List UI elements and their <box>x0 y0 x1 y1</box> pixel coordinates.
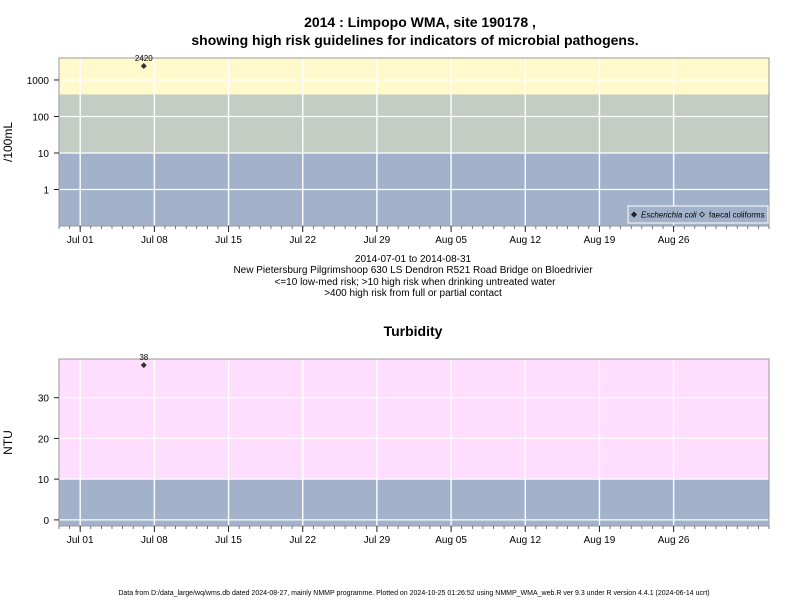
risk-band-2 <box>59 58 769 95</box>
legend-entry: Escherichia coli <box>641 211 697 220</box>
y-tick-label: 0 <box>43 516 49 527</box>
x-tick-label: Jul 29 <box>364 235 391 246</box>
microbial-panel: Jul 01 Jul 08 Jul 15 Jul 22 Jul 29 Aug 05 Aug … <box>1 54 770 246</box>
data-label: 38 <box>139 353 148 362</box>
x-tick-label: Aug 19 <box>584 235 616 246</box>
risk-band-0 <box>59 479 769 526</box>
turbidity-panel: Jul 01 Jul 08 Jul 15 Jul 22 Jul 29 Aug 05 Aug … <box>1 353 770 546</box>
x-tick-label: Aug 05 <box>435 235 467 246</box>
plot-frame <box>58 358 770 527</box>
y-tick-label: 1000 <box>27 76 50 87</box>
y-tick-label: 100 <box>32 112 49 123</box>
x-tick-label: Aug 12 <box>509 535 541 546</box>
x-tick-label: Jul 08 <box>141 235 168 246</box>
y-tick-label: 20 <box>38 434 50 445</box>
x-tick-label: Jul 22 <box>289 235 316 246</box>
x-tick-label: Jul 08 <box>141 535 168 546</box>
x-tick-label: Aug 26 <box>658 235 690 246</box>
turbidity-title: Turbidity <box>384 323 443 339</box>
risk-band-1 <box>59 94 769 153</box>
legend-marker <box>698 211 706 218</box>
x-tick-label: Aug 05 <box>435 535 467 546</box>
y-tick-label: 10 <box>38 149 50 160</box>
data-point <box>140 362 147 369</box>
chart-title-line1: 2014 : Limpopo WMA, site 190178 , <box>304 14 536 30</box>
x-tick-label: Jul 01 <box>67 535 94 546</box>
x-tick-label: Aug 12 <box>509 235 541 246</box>
x-tick-label: Jul 01 <box>67 235 94 246</box>
guideline-drinking-label: <=10 low-med risk; >10 high risk when dr… <box>275 277 557 288</box>
y-tick-label: 10 <box>38 475 50 486</box>
footer-note: Data from D:/data_large/wq/wms.db dated … <box>118 590 709 597</box>
y-axis-title: NTU <box>1 430 15 455</box>
guideline-contact-label: >400 high risk from full or partial cont… <box>324 288 502 299</box>
x-tick-label: Jul 29 <box>364 535 391 546</box>
date-range-label: 2014-07-01 to 2014-08-31 <box>355 254 472 265</box>
data-point <box>140 62 147 69</box>
y-tick-label: 1 <box>43 185 49 196</box>
x-tick-label: Aug 19 <box>584 535 616 546</box>
x-tick-label: Jul 22 <box>289 535 316 546</box>
plot-frame <box>58 57 770 227</box>
x-tick-label: Aug 26 <box>658 535 690 546</box>
y-tick-label: 30 <box>38 394 50 405</box>
chart-title-line2: showing high risk guidelines for indicat… <box>191 32 638 48</box>
risk-band-1 <box>59 359 769 480</box>
data-label: 2420 <box>135 54 153 63</box>
y-axis-title: /100mL <box>1 122 15 162</box>
legend-marker <box>630 211 638 218</box>
x-tick-label: Jul 15 <box>215 235 242 246</box>
x-tick-label: Jul 15 <box>215 535 242 546</box>
legend-entry: faecal coliforms <box>709 211 765 220</box>
legend-box <box>627 205 769 224</box>
site-name-label: New Pietersburg Pilgrimshoop 630 LS Dend… <box>233 265 593 276</box>
